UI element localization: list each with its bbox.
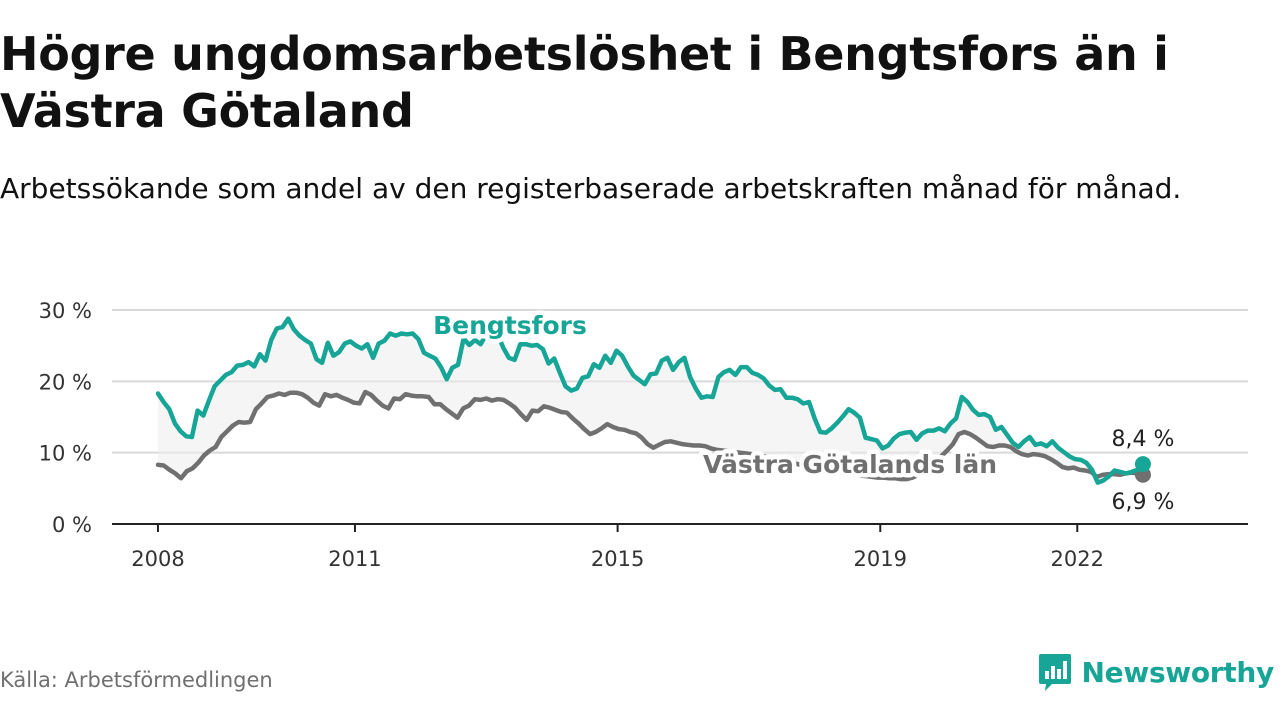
series-label-bengtsfors-halo: Bengtsfors — [433, 311, 587, 340]
end-value-label-vastra-gotaland: 6,9 % — [1111, 490, 1174, 515]
brand-name: Newsworthy — [1081, 655, 1275, 689]
series-line — [155, 389, 1146, 482]
x-tick-label: 2008 — [131, 547, 184, 571]
series-line — [155, 316, 1146, 485]
x-tick-label: 2022 — [1051, 547, 1104, 571]
difference-band — [158, 318, 1143, 483]
chart-title: Högre ungdomsarbetslöshet i Bengtsfors ä… — [0, 27, 1169, 138]
axes: 0 % 10 % 20 % 30 % 2008 2011 2015 2019 2022 — [39, 299, 1248, 571]
line-chart: 0 % 10 % 20 % 30 % 2008 2011 2015 2019 2022 Beng… — [39, 299, 1248, 571]
chart-subtitle: Arbetssökande som andel av den registerb… — [0, 172, 1182, 205]
y-tick-label: 0 % — [52, 513, 92, 537]
series-lines — [155, 316, 1151, 485]
series-label-vastra-gotaland-text: Västra Götalands län — [703, 450, 997, 479]
newsworthy-logo: Newsworthy — [1038, 652, 1274, 692]
y-tick-label: 30 % — [39, 299, 92, 323]
source-note: Källa: Arbetsförmedlingen — [0, 668, 273, 692]
series-label-vastra-gotaland-halo: Västra Götalands län — [703, 450, 997, 479]
series-label-bengtsfors-text: Bengtsfors — [433, 311, 587, 340]
end-value-label-bengtsfors: 8,4 % — [1111, 427, 1174, 452]
bar-chart-logo-icon — [1038, 654, 1071, 691]
x-tick-label: 2015 — [591, 547, 644, 571]
x-tick-label: 2019 — [854, 547, 907, 571]
gap-area — [158, 318, 1143, 483]
y-tick-label: 10 % — [39, 442, 92, 466]
x-tick-label: 2011 — [328, 547, 381, 571]
series-end-point — [1134, 456, 1151, 473]
y-tick-label: 20 % — [39, 370, 92, 394]
